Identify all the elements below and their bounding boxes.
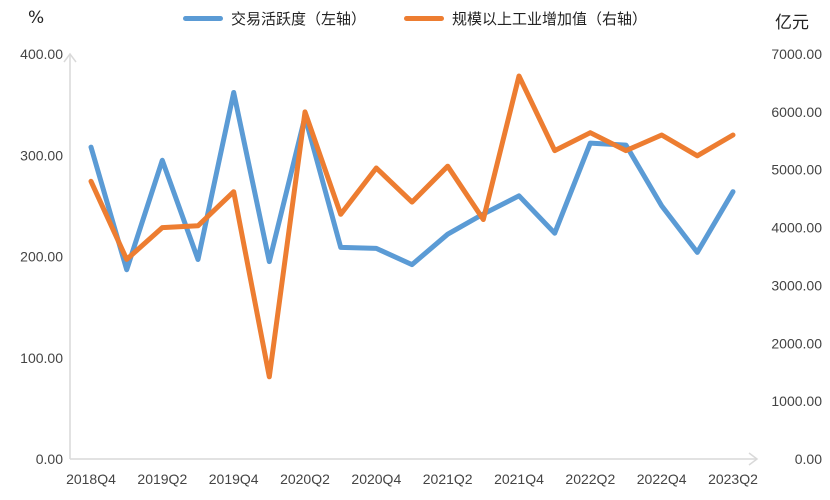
legend-item-trading-activity: 交易活跃度（左轴）	[182, 8, 366, 29]
x-axis-arrow	[748, 452, 759, 466]
legend-swatch-industrial-value	[404, 16, 444, 21]
right-tick-label: 1000.00	[771, 393, 822, 409]
legend-label-industrial-value: 规模以上工业增加值（右轴）	[452, 10, 648, 28]
left-tick-label: 300.00	[20, 147, 63, 163]
right-axis-unit: 亿元	[775, 13, 809, 33]
legend-swatch-trading-activity	[182, 16, 223, 21]
chart-legend: 交易活跃度（左轴） 规模以上工业增加值（右轴）	[0, 8, 830, 29]
left-axis-arrow	[63, 52, 77, 63]
x-tick-label: 2023Q2	[708, 471, 758, 487]
left-tick-label: 0.00	[36, 451, 63, 467]
right-tick-label: 4000.00	[771, 220, 822, 236]
x-tick-label: 2019Q2	[137, 471, 187, 487]
right-tick-label: 3000.00	[771, 277, 822, 293]
legend-item-industrial-value: 规模以上工业增加值（右轴）	[404, 8, 647, 29]
series-line-industrial-value	[88, 73, 736, 380]
x-tick-label: 2019Q4	[209, 471, 259, 487]
x-tick-label: 2022Q2	[565, 471, 615, 487]
left-tick-label: 100.00	[20, 350, 63, 366]
right-tick-label: 6000.00	[771, 104, 822, 120]
left-axis-unit: %	[28, 8, 45, 28]
right-tick-label: 7000.00	[771, 46, 822, 62]
series-line-trading-activity	[88, 90, 736, 273]
x-tick-label: 2018Q4	[66, 471, 116, 487]
right-tick-label: 5000.00	[771, 162, 822, 178]
legend-label-trading-activity: 交易活跃度（左轴）	[230, 10, 366, 28]
x-tick-label: 2020Q4	[351, 471, 401, 487]
x-tick-label: 2020Q2	[280, 471, 330, 487]
left-tick-label: 200.00	[20, 249, 63, 265]
x-tick-label: 2021Q2	[423, 471, 473, 487]
right-tick-label: 2000.00	[771, 335, 822, 351]
left-tick-label: 400.00	[20, 46, 63, 62]
right-tick-label: 0.00	[795, 451, 822, 467]
x-tick-label: 2022Q4	[637, 471, 687, 487]
x-tick-label: 2021Q4	[494, 471, 544, 487]
